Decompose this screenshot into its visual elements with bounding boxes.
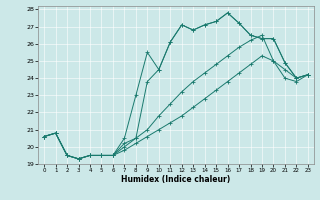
X-axis label: Humidex (Indice chaleur): Humidex (Indice chaleur) (121, 175, 231, 184)
